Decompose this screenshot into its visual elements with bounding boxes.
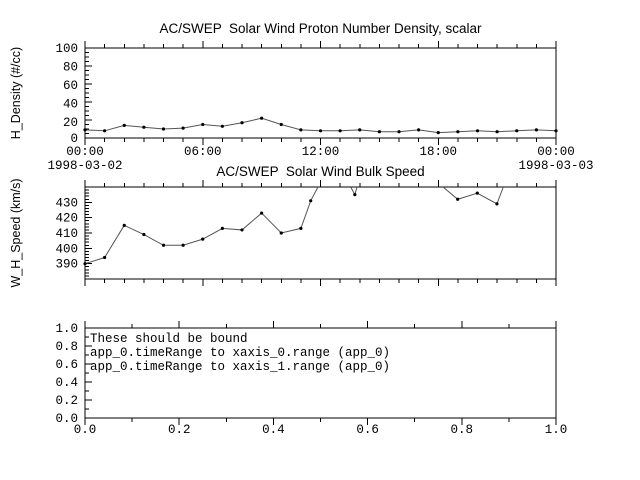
svg-text:420: 420 [55, 212, 78, 226]
svg-text:100: 100 [55, 42, 78, 56]
svg-text:0.2: 0.2 [55, 394, 78, 408]
svg-text:0.8: 0.8 [451, 423, 474, 437]
svg-text:0.6: 0.6 [356, 423, 379, 437]
svg-text:app_0.timeRange to xaxis_0.ran: app_0.timeRange to xaxis_0.range (app_0) [90, 346, 390, 360]
svg-text:0.6: 0.6 [55, 358, 78, 372]
svg-text:1.0: 1.0 [55, 322, 78, 336]
svg-text:0.0: 0.0 [55, 412, 78, 426]
svg-text:00:00: 00:00 [66, 145, 104, 159]
svg-text:0: 0 [70, 132, 78, 146]
svg-text:AC/SWEP Solar Wind Proton Num: AC/SWEP Solar Wind Proton Number Density… [159, 21, 482, 36]
svg-text:12:00: 12:00 [302, 145, 340, 159]
svg-text:AC/SWEP Solar Wind Bulk Speed: AC/SWEP Solar Wind Bulk Speed [216, 164, 424, 179]
svg-text:00:00: 00:00 [537, 145, 575, 159]
svg-text:80: 80 [63, 61, 78, 75]
svg-text:W_H_Speed (km/s): W_H_Speed (km/s) [9, 178, 23, 287]
svg-text:app_0.timeRange to xaxis_1.ran: app_0.timeRange to xaxis_1.range (app_0) [90, 360, 390, 374]
svg-text:20: 20 [63, 116, 78, 130]
svg-text:1.0: 1.0 [545, 423, 568, 437]
svg-text:These should be bound: These should be bound [90, 332, 248, 346]
svg-text:0.4: 0.4 [55, 376, 78, 390]
svg-text:60: 60 [63, 79, 78, 93]
svg-text:390: 390 [55, 258, 78, 272]
svg-text:40: 40 [63, 98, 78, 112]
svg-text:430: 430 [55, 196, 78, 210]
svg-text:H_Density (#/cc): H_Density (#/cc) [9, 47, 23, 139]
svg-text:410: 410 [55, 227, 78, 241]
svg-text:0.4: 0.4 [262, 423, 285, 437]
svg-text:400: 400 [55, 242, 78, 256]
svg-text:0.8: 0.8 [55, 340, 78, 354]
svg-text:1998-03-02: 1998-03-02 [47, 159, 122, 173]
svg-text:18:00: 18:00 [419, 145, 457, 159]
svg-text:1998-03-03: 1998-03-03 [518, 159, 593, 173]
svg-text:0.2: 0.2 [168, 423, 191, 437]
svg-text:06:00: 06:00 [184, 145, 222, 159]
